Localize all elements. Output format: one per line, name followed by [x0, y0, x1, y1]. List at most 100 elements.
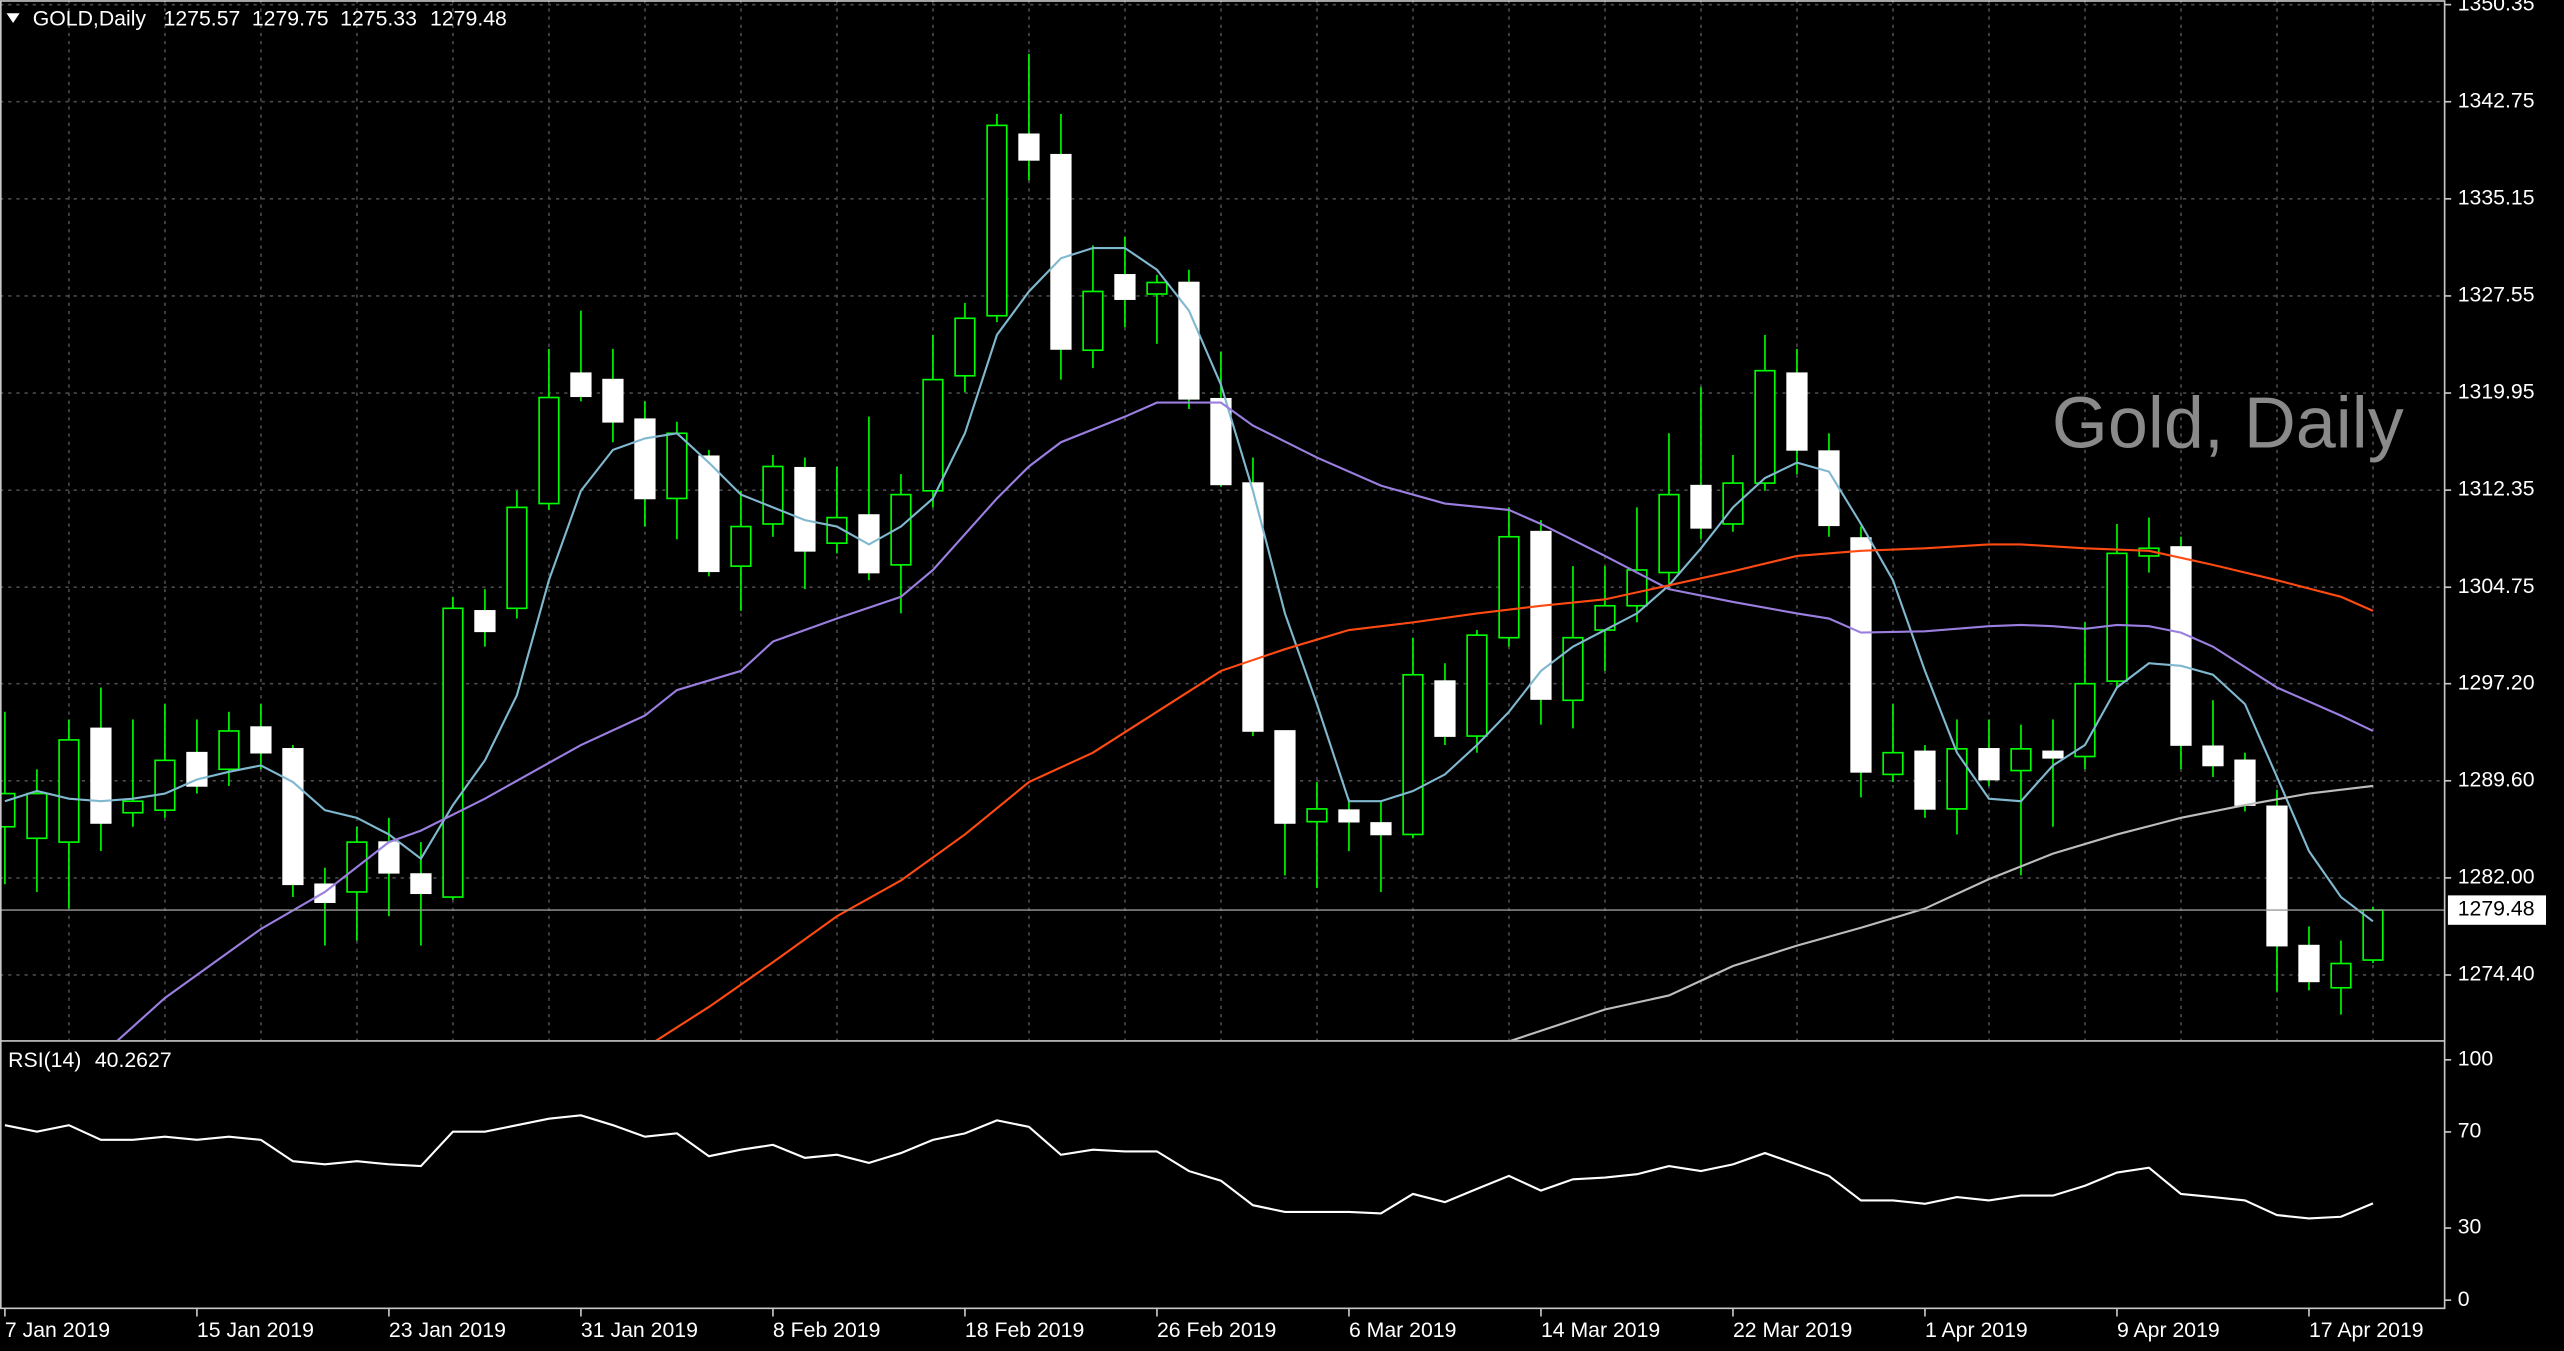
candle-body — [1690, 484, 1712, 529]
moving-average — [116, 401, 2374, 1041]
candle-body — [1658, 493, 1680, 574]
rsi-tick-label: 70 — [2458, 1119, 2482, 1143]
x-tick-label: 31 Jan 2019 — [581, 1318, 698, 1342]
candle-body — [1914, 750, 1936, 810]
candle-body — [1850, 537, 1872, 773]
candle-body — [1530, 530, 1552, 700]
candle-body — [666, 432, 688, 500]
x-tick-label: 8 Feb 2019 — [773, 1318, 881, 1342]
candle-body — [1306, 808, 1328, 823]
candle-body — [922, 378, 944, 492]
high-value: 1279.75 — [252, 6, 329, 30]
candle-body — [1274, 730, 1296, 824]
candle-body — [1242, 482, 1264, 732]
moving-average — [1509, 784, 2374, 1041]
low-value: 1275.33 — [340, 6, 417, 30]
candle-body — [2170, 546, 2192, 746]
candle-body — [2010, 748, 2032, 772]
candle-body — [1434, 680, 1456, 737]
candle-body — [2042, 750, 2064, 759]
rsi-panel — [4, 1114, 2374, 1220]
candle-body — [794, 466, 816, 552]
candle-body — [1018, 133, 1040, 161]
y-tick-label: 1274.40 — [2458, 962, 2535, 986]
x-tick-label: 1 Apr 2019 — [1925, 1318, 2028, 1342]
rsi-title: RSI(14) — [8, 1048, 81, 1072]
symbol: GOLD,Daily — [33, 6, 147, 30]
watermark: Gold, Daily — [2052, 384, 2404, 464]
candle-body — [1626, 569, 1648, 607]
rsi-tick-label: 100 — [2458, 1046, 2493, 1070]
candle-body — [2266, 805, 2288, 947]
candle-body — [1562, 636, 1584, 702]
candle-body — [730, 525, 752, 567]
candle-body — [1370, 822, 1392, 836]
candle-body — [186, 751, 208, 787]
candle-body — [1882, 751, 1904, 776]
candle-body — [2298, 944, 2320, 983]
x-tick-label: 22 Mar 2019 — [1733, 1318, 1852, 1342]
candle-body — [634, 418, 656, 500]
candle-body — [1818, 450, 1840, 527]
x-tick-label: 26 Feb 2019 — [1157, 1318, 1276, 1342]
x-tick-label: 9 Apr 2019 — [2117, 1318, 2220, 1342]
frame — [0, 0, 2446, 1310]
candle-body — [442, 607, 464, 898]
candle-body — [1050, 153, 1072, 350]
x-tick-label: 23 Jan 2019 — [389, 1318, 506, 1342]
candle-body — [2234, 759, 2256, 806]
candle-body — [1082, 290, 1104, 352]
x-tick-label: 7 Jan 2019 — [5, 1318, 110, 1342]
x-tick-label: 15 Jan 2019 — [197, 1318, 314, 1342]
y-tick-label: 1312.35 — [2458, 477, 2535, 501]
y-tick-label: 1304.75 — [2458, 574, 2535, 598]
open-value: 1275.57 — [164, 6, 241, 30]
candle-body — [26, 792, 48, 840]
menu-triangle[interactable] — [6, 13, 20, 24]
candle-body — [1978, 748, 2000, 781]
candle-body — [762, 465, 784, 525]
candle-body — [1754, 369, 1776, 484]
candle-body — [58, 739, 80, 843]
candle-body — [1786, 372, 1808, 451]
candle-body — [1178, 281, 1200, 400]
y-tick-label: 1342.75 — [2458, 88, 2535, 112]
y-tick-label: 1289.60 — [2458, 767, 2535, 791]
candle-body — [90, 727, 112, 824]
candle-body — [698, 455, 720, 573]
grid — [0, 0, 2445, 1041]
last-price-box — [2447, 895, 2547, 925]
candle-body — [154, 759, 176, 811]
y-tick-label: 1297.20 — [2458, 670, 2535, 694]
close-value: 1279.48 — [430, 6, 507, 30]
rsi-line — [4, 1114, 2374, 1220]
x-tick-label: 17 Apr 2019 — [2309, 1318, 2424, 1342]
candle-body — [570, 372, 592, 398]
candle-body — [2202, 745, 2224, 767]
x-tick-label: 18 Feb 2019 — [965, 1318, 1084, 1342]
candle-body — [986, 124, 1008, 317]
candle-body — [218, 730, 240, 771]
candle-body — [1946, 748, 1968, 810]
axes: 1350.35 1342.75 1335.15 1327.55 1319.95 1312.… — [4, 0, 2547, 1342]
candle-body — [2330, 962, 2352, 989]
moving-average — [654, 543, 2374, 1041]
candle-body — [1498, 535, 1520, 639]
y-tick-label: 1282.00 — [2458, 865, 2535, 889]
candle-body — [1466, 634, 1488, 737]
rsi-value: 40.2627 — [95, 1048, 172, 1072]
candle-body — [2106, 552, 2128, 682]
y-tick-label: 1327.55 — [2458, 283, 2535, 307]
candle-body — [954, 317, 976, 377]
candle-body — [506, 506, 528, 610]
x-tick-label: 14 Mar 2019 — [1541, 1318, 1660, 1342]
candle-body — [602, 378, 624, 423]
candle-body — [1146, 281, 1168, 295]
y-tick-label: 1350.35 — [2458, 0, 2535, 15]
candle-body — [1210, 397, 1232, 486]
rsi-tick-label: 30 — [2458, 1215, 2482, 1239]
y-tick-label: 1335.15 — [2458, 185, 2535, 209]
